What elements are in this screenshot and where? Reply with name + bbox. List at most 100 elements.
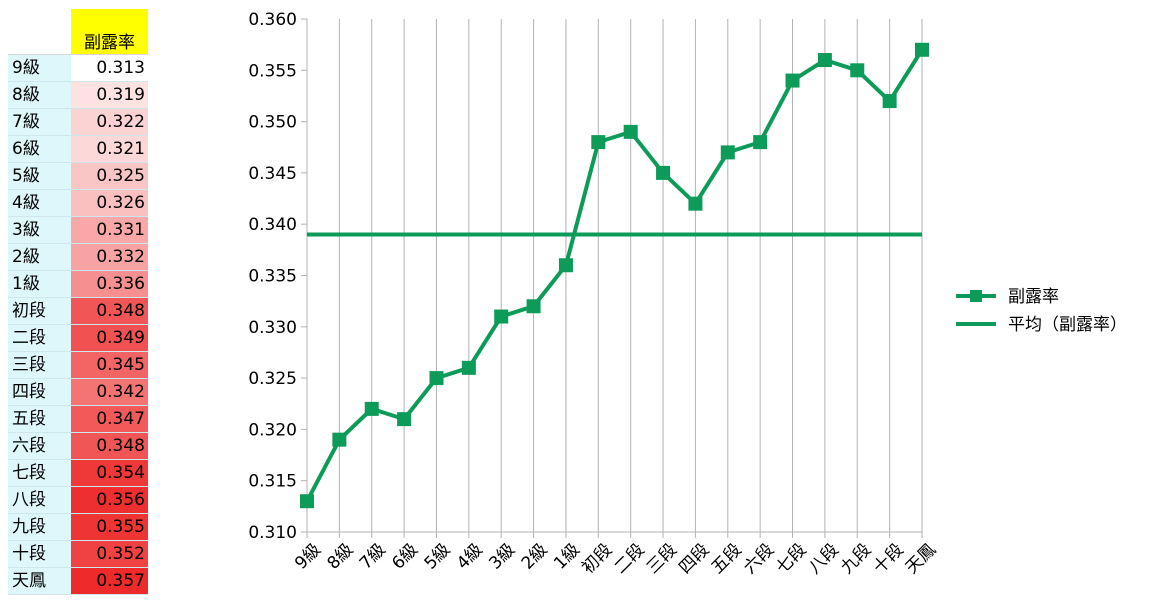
x-tick-label: 五段	[708, 540, 746, 578]
table-row: 9級 0.313	[8, 54, 148, 82]
table-row: 二段 0.349	[8, 324, 148, 352]
table-row: 八段 0.356	[8, 486, 148, 514]
value-cell[interactable]: 0.347	[71, 405, 148, 433]
x-tick-label: 初段	[578, 540, 616, 578]
x-tick-label: 十段	[869, 540, 907, 578]
data-point	[882, 94, 897, 109]
rank-cell[interactable]: 8級	[8, 81, 71, 109]
rank-cell[interactable]: 7級	[8, 108, 71, 136]
rank-cell[interactable]: 七段	[8, 459, 71, 487]
data-point	[461, 360, 476, 375]
value-cell[interactable]: 0.326	[71, 189, 148, 217]
value-cell[interactable]: 0.355	[71, 513, 148, 541]
table-row: 7級 0.322	[8, 108, 148, 136]
data-point	[364, 401, 379, 416]
y-tick-label: 0.310	[248, 523, 297, 543]
rank-cell[interactable]: 四段	[8, 378, 71, 406]
x-tick-label: 7級	[356, 540, 390, 574]
value-cell[interactable]: 0.345	[71, 351, 148, 379]
rank-cell[interactable]: 二段	[8, 324, 71, 352]
rank-cell[interactable]: 5級	[8, 162, 71, 190]
data-point	[494, 309, 509, 324]
x-tick-label: 1級	[550, 540, 584, 574]
data-point	[429, 371, 444, 386]
table-row: 初段 0.348	[8, 297, 148, 325]
x-tick-label: 2級	[518, 540, 552, 574]
table-row: 十段 0.352	[8, 540, 148, 568]
data-point	[817, 53, 832, 68]
rank-cell[interactable]: 三段	[8, 351, 71, 379]
x-tick-label: 九段	[837, 540, 875, 578]
rank-cell[interactable]: 天鳳	[8, 567, 71, 595]
rank-cell[interactable]: 六段	[8, 432, 71, 460]
data-point	[656, 165, 671, 180]
value-header-cell[interactable]: 副露率	[71, 9, 148, 55]
value-cell[interactable]: 0.322	[71, 108, 148, 136]
data-point	[785, 73, 800, 88]
rank-cell[interactable]: 初段	[8, 297, 71, 325]
table-row: 七段 0.354	[8, 459, 148, 487]
rank-cell[interactable]: 4級	[8, 189, 71, 217]
value-cell[interactable]: 0.332	[71, 243, 148, 271]
value-cell[interactable]: 0.349	[71, 324, 148, 352]
data-point	[526, 299, 541, 314]
y-tick-label: 0.350	[248, 113, 297, 133]
value-cell[interactable]: 0.357	[71, 567, 148, 595]
table-row: 四段 0.342	[8, 378, 148, 406]
rank-cell[interactable]: 九段	[8, 513, 71, 541]
data-point	[558, 258, 573, 273]
x-tick-label: 四段	[675, 540, 713, 578]
x-tick-label: 七段	[772, 540, 810, 578]
data-point	[300, 494, 314, 509]
x-tick-label: 二段	[611, 540, 649, 578]
rank-cell[interactable]: 2級	[8, 243, 71, 271]
value-cell[interactable]: 0.336	[71, 270, 148, 298]
table-row: 1級 0.336	[8, 270, 148, 298]
table-row: 六段 0.348	[8, 432, 148, 460]
x-tick-label: 三段	[643, 540, 681, 578]
value-cell[interactable]: 0.354	[71, 459, 148, 487]
data-point	[720, 145, 735, 160]
rank-cell[interactable]: 1級	[8, 270, 71, 298]
data-point	[688, 196, 703, 211]
y-tick-label: 0.345	[248, 164, 297, 184]
x-tick-label: 8級	[324, 540, 358, 574]
value-cell[interactable]: 0.319	[71, 81, 148, 109]
rank-cell[interactable]: 9級	[8, 54, 71, 82]
rank-cell[interactable]: 6級	[8, 135, 71, 163]
data-point	[332, 432, 347, 447]
rank-cell[interactable]: 五段	[8, 405, 71, 433]
legend-label-fuuro: 副露率	[1008, 287, 1059, 307]
y-tick-label: 0.335	[248, 267, 297, 287]
table-row: 5級 0.325	[8, 162, 148, 190]
value-cell[interactable]: 0.348	[71, 432, 148, 460]
rank-cell[interactable]: 十段	[8, 540, 71, 568]
table-row: 8級 0.319	[8, 81, 148, 109]
value-cell[interactable]: 0.342	[71, 378, 148, 406]
table-row: 三段 0.345	[8, 351, 148, 379]
table-row: 天鳳 0.357	[8, 567, 148, 595]
header-corner-cell[interactable]	[8, 9, 71, 55]
x-tick-label: 八段	[805, 540, 843, 578]
value-cell[interactable]: 0.348	[71, 297, 148, 325]
data-point	[915, 42, 929, 57]
table-row: 6級 0.321	[8, 135, 148, 163]
legend-marker-fuuro	[970, 290, 982, 302]
x-tick-label: 5級	[421, 540, 455, 574]
x-tick-label: 天鳳	[902, 540, 940, 578]
value-cell[interactable]: 0.331	[71, 216, 148, 244]
table-row: 九段 0.355	[8, 513, 148, 541]
data-point	[397, 412, 412, 427]
rank-cell[interactable]: 3級	[8, 216, 71, 244]
value-cell[interactable]: 0.321	[71, 135, 148, 163]
value-cell[interactable]: 0.313	[71, 54, 148, 82]
table-body: 9級 0.313 8級 0.319 7級 0.322 6級 0.321 5級 0.325 4級 0.3…	[8, 54, 148, 595]
series-line-fuuro	[305, 48, 924, 503]
rank-cell[interactable]: 八段	[8, 486, 71, 514]
value-cell[interactable]: 0.352	[71, 540, 148, 568]
value-cell[interactable]: 0.325	[71, 162, 148, 190]
value-cell[interactable]: 0.356	[71, 486, 148, 514]
y-tick-label: 0.355	[248, 61, 297, 81]
rank-table: 副露率 9級 0.313 8級 0.319 7級 0.322 6級 0.321 5級 0.325 4…	[8, 9, 148, 595]
